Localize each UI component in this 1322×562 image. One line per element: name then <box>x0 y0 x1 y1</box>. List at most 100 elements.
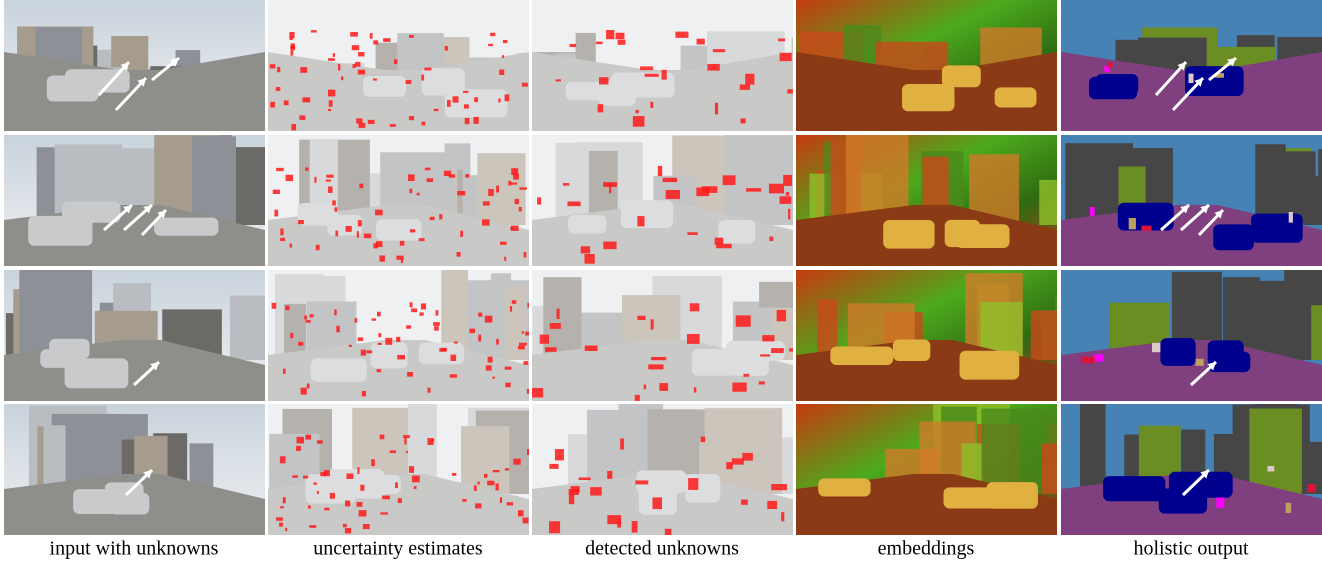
segment <box>1129 218 1136 229</box>
uncertainty-spot <box>787 89 792 93</box>
image-cell <box>4 267 276 401</box>
uncertainty-spot <box>450 374 457 377</box>
image-cell <box>4 404 265 535</box>
uncertainty-spot <box>277 67 280 72</box>
uncertainty-spot <box>545 347 556 352</box>
uncertainty-spot <box>362 391 366 396</box>
uncertainty-spot <box>518 510 524 516</box>
uncertainty-spot <box>492 377 495 379</box>
uncertainty-spot <box>762 335 774 341</box>
uncertainty-spot <box>280 228 283 235</box>
column-caption: embeddings <box>878 538 975 560</box>
uncertainty-spot <box>454 341 458 343</box>
uncertainty-spot <box>284 100 289 105</box>
uncertainty-spot <box>771 348 784 353</box>
image-cell <box>1061 135 1322 266</box>
uncertainty-spot <box>490 33 495 36</box>
uncertainty-spot <box>355 62 360 67</box>
uncertainty-spot <box>424 68 431 71</box>
building <box>1249 409 1302 494</box>
uncertainty-spot <box>519 207 522 211</box>
uncertainty-spot <box>333 53 335 57</box>
uncertainty-spot <box>407 372 413 377</box>
image-cell <box>4 0 265 131</box>
building <box>1311 305 1322 360</box>
uncertainty-spot <box>279 523 283 527</box>
uncertainty-spot <box>632 521 638 533</box>
uncertainty-spot <box>493 470 500 472</box>
uncertainty-spot <box>349 345 352 347</box>
uncertainty-spot <box>723 175 736 185</box>
uncertainty-spot <box>280 506 284 508</box>
uncertainty-spot <box>370 33 373 39</box>
uncertainty-spot <box>414 486 417 489</box>
uncertainty-spot <box>488 189 494 196</box>
uncertainty-spot <box>280 238 285 241</box>
uncertainty-spot <box>410 229 415 232</box>
uncertainty-spot <box>409 189 412 193</box>
uncertainty-spot <box>519 343 527 346</box>
building <box>1318 149 1322 225</box>
uncertainty-spot <box>364 234 371 239</box>
image-cell <box>1061 0 1322 131</box>
uncertainty-spot <box>296 446 301 451</box>
uncertainty-spot <box>290 36 293 40</box>
uncertainty-spot <box>390 450 396 453</box>
column-caption: uncertainty estimates <box>313 538 483 560</box>
uncertainty-spot <box>308 505 311 508</box>
uncertainty-spot <box>305 435 311 440</box>
uncertainty-spot <box>496 483 499 490</box>
uncertainty-spot <box>447 100 451 107</box>
uncertainty-spot <box>341 76 343 80</box>
uncertainty-spot <box>504 257 506 261</box>
uncertainty-spot <box>500 242 507 245</box>
uncertainty-spot <box>658 166 662 176</box>
uncertainty-spot <box>290 50 293 56</box>
uncertainty-spot <box>507 502 513 505</box>
scene <box>268 267 538 401</box>
scene <box>4 132 273 266</box>
uncertainty-spot <box>540 335 549 344</box>
uncertainty-spot <box>427 388 430 393</box>
vehicle <box>566 82 622 100</box>
uncertainty-spot <box>475 503 481 508</box>
uncertainty-spot <box>401 259 403 263</box>
uncertainty-spot <box>474 97 478 102</box>
scene <box>532 404 793 539</box>
uncertainty-spot <box>555 449 564 460</box>
uncertainty-spot <box>484 474 487 478</box>
uncertainty-spot <box>688 478 698 490</box>
uncertainty-spot <box>581 246 590 253</box>
ego-vehicle <box>1061 121 1322 131</box>
uncertainty-spot <box>744 374 750 377</box>
uncertainty-spot <box>452 473 456 476</box>
uncertainty-spot <box>596 42 603 45</box>
vehicle <box>568 215 606 234</box>
uncertainty-spot <box>377 312 381 317</box>
uncertainty-spot <box>687 232 697 235</box>
uncertainty-spot <box>299 115 305 119</box>
uncertainty-spot <box>742 453 753 461</box>
uncertainty-spot <box>740 118 745 123</box>
uncertainty-spot <box>603 182 617 187</box>
uncertainty-spot <box>513 174 519 180</box>
uncertainty-spot <box>311 30 317 32</box>
uncertainty-spot <box>408 174 415 181</box>
vehicle <box>363 76 406 97</box>
image-cell <box>532 132 800 266</box>
uncertainty-spot <box>357 467 359 474</box>
uncertainty-spot <box>778 38 785 41</box>
uncertainty-spot <box>346 226 352 232</box>
uncertainty-spot <box>663 178 678 182</box>
uncertainty-spot <box>620 438 624 449</box>
uncertainty-spot <box>637 216 644 226</box>
uncertainty-spot <box>651 319 654 329</box>
image-cell <box>532 404 793 539</box>
uncertainty-spot <box>358 337 363 341</box>
vehicle <box>945 220 980 247</box>
uncertainty-spot <box>473 117 478 124</box>
uncertainty-spot <box>346 473 353 478</box>
uncertainty-spot <box>280 456 286 463</box>
uncertainty-spot <box>410 302 413 307</box>
uncertainty-spot <box>445 46 448 51</box>
